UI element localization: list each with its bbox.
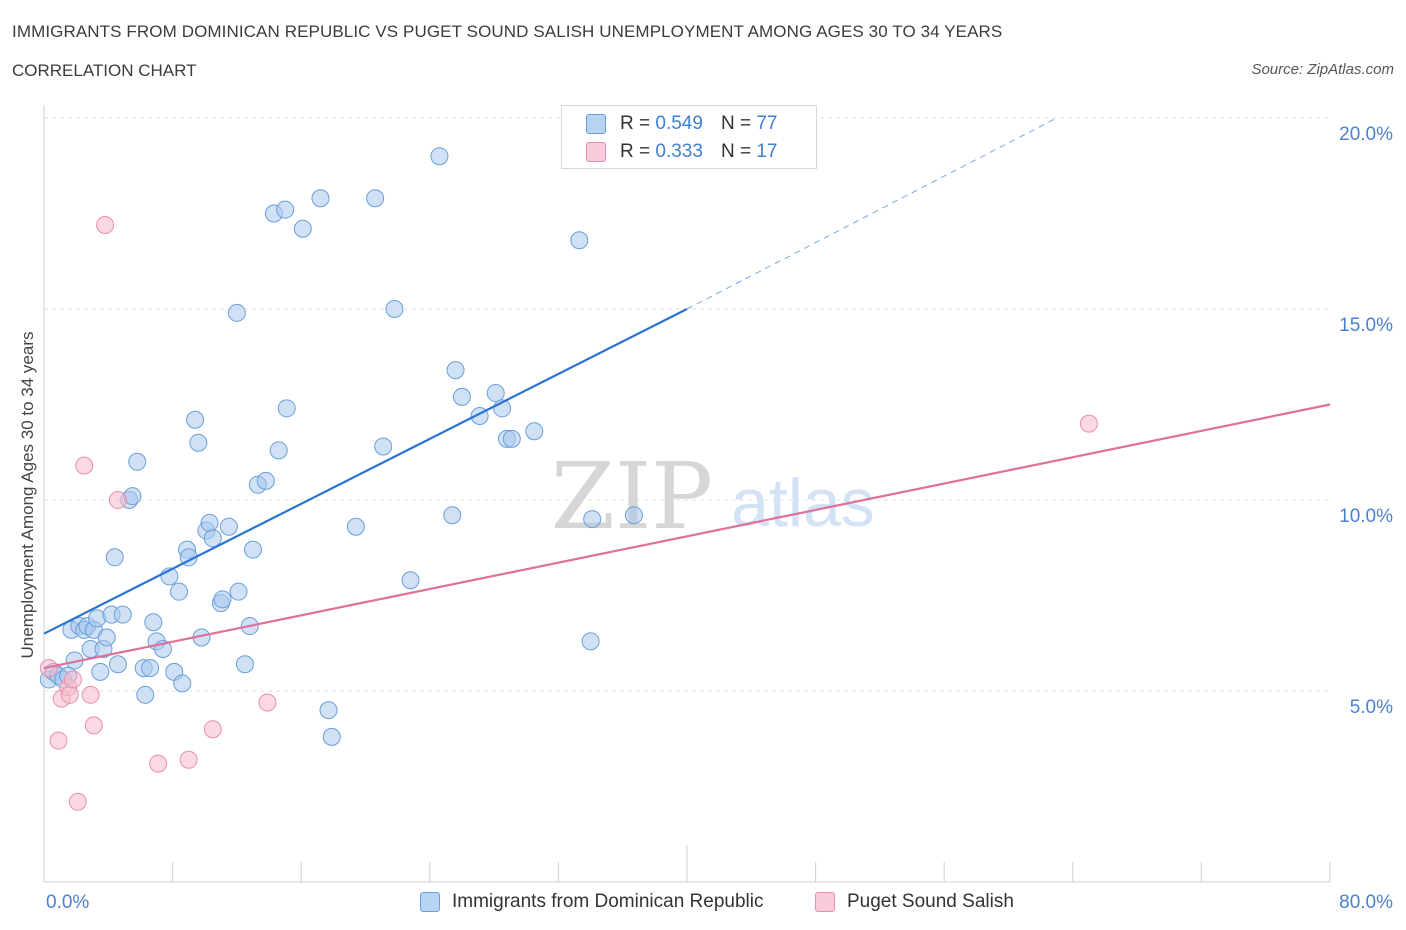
data-point-dominican	[200, 513, 219, 532]
watermark-zip: ZIP	[551, 443, 713, 550]
data-point-dominican	[443, 506, 462, 525]
series-blue-points	[39, 147, 643, 746]
trend-line-salish	[43, 403, 1331, 670]
data-point-salish	[149, 754, 168, 773]
trend-lines	[43, 117, 1331, 670]
legend-r-value-blue: 0.549	[655, 113, 703, 134]
legend-r-label: R =	[620, 113, 651, 134]
data-point-salish	[258, 693, 277, 712]
data-point-dominican	[128, 452, 147, 471]
data-point-dominican	[486, 384, 505, 403]
source-credit: Source: ZipAtlas.com	[1251, 61, 1394, 78]
legend-swatch-pink	[815, 892, 835, 912]
data-point-dominican	[581, 632, 600, 651]
data-point-dominican	[229, 582, 248, 601]
legend-label-salish: Puget Sound Salish	[847, 891, 1014, 912]
data-point-salish	[81, 685, 100, 704]
data-point-dominican	[277, 399, 296, 418]
data-point-dominican	[311, 189, 330, 208]
y-tick-label: 5.0%	[1350, 697, 1393, 718]
data-point-salish	[108, 491, 127, 509]
data-point-dominican	[243, 540, 262, 559]
legend-n-label: N =	[720, 113, 752, 134]
legend-row-blue: R = 0.549 N = 77	[586, 112, 777, 136]
data-point-salish	[49, 731, 68, 750]
data-point-dominican	[108, 655, 127, 674]
tick-labels: 5.0% 10.0% 15.0% 20.0% 0.0% 80.0%	[46, 124, 1393, 913]
data-point-dominican	[346, 517, 365, 536]
y-tick-label: 10.0%	[1339, 506, 1393, 527]
data-point-dominican	[624, 506, 643, 525]
data-point-dominican	[113, 605, 132, 624]
data-point-salish	[96, 215, 115, 234]
data-point-dominican	[430, 147, 449, 166]
data-point-dominican	[170, 582, 189, 601]
x-tick-label: 0.0%	[46, 892, 89, 913]
data-point-dominican	[91, 662, 110, 681]
chart-title: IMMIGRANTS FROM DOMINICAN REPUBLIC VS PU…	[12, 22, 1003, 41]
stats-legend: R = 0.549 N = 77 R = 0.333 N = 17	[561, 105, 817, 169]
data-point-dominican	[97, 628, 116, 647]
data-point-dominican	[446, 361, 465, 380]
trend-line-dominican	[43, 308, 688, 635]
trend-line-dominican-extension	[686, 117, 1057, 310]
y-tick-label: 20.0%	[1339, 124, 1393, 145]
data-point-dominican	[105, 548, 124, 567]
data-point-dominican	[502, 429, 521, 448]
data-point-dominican	[276, 200, 295, 219]
data-point-dominican	[374, 437, 393, 456]
legend-n-label: N =	[720, 141, 752, 162]
legend-r-value-pink: 0.333	[655, 141, 703, 162]
watermark: ZIP atlas	[551, 443, 875, 550]
y-tick-label: 15.0%	[1339, 315, 1393, 336]
data-point-dominican	[219, 517, 238, 536]
data-point-dominican	[235, 655, 254, 674]
data-point-dominican	[186, 410, 205, 429]
data-point-dominican	[385, 300, 404, 318]
data-point-salish	[203, 720, 222, 739]
data-point-dominican	[293, 219, 312, 238]
legend-swatch-pink	[586, 142, 606, 162]
data-point-dominican	[583, 510, 602, 529]
data-point-dominican	[452, 387, 471, 406]
axes	[43, 105, 1331, 883]
data-point-dominican	[227, 303, 246, 322]
grid-lines	[44, 117, 1330, 692]
data-point-salish	[68, 792, 87, 811]
data-point-dominican	[570, 231, 589, 250]
data-point-salish	[84, 716, 103, 735]
chart-subtitle: CORRELATION CHART	[12, 61, 197, 80]
data-point-dominican	[203, 529, 222, 548]
data-point-dominican	[525, 422, 544, 441]
data-point-dominican	[401, 571, 420, 590]
legend-r-label: R =	[620, 141, 651, 162]
data-point-dominican	[189, 433, 208, 452]
legend-n-value-blue: 77	[756, 113, 778, 134]
legend-n-value-pink: 17	[756, 141, 778, 162]
legend-item-salish[interactable]: Puget Sound Salish	[815, 889, 1014, 915]
data-point-dominican	[173, 674, 192, 693]
legend-swatch-blue	[586, 114, 606, 134]
legend-item-dominican[interactable]: Immigrants from Dominican Republic	[420, 889, 764, 915]
legend-row-pink: R = 0.333 N = 17	[586, 140, 777, 164]
data-point-dominican	[322, 727, 341, 746]
data-point-dominican	[319, 701, 338, 720]
legend-label-dominican: Immigrants from Dominican Republic	[452, 891, 764, 912]
data-point-dominican	[269, 441, 288, 460]
data-point-salish	[179, 750, 198, 769]
data-point-dominican	[136, 685, 155, 704]
data-point-dominican	[141, 659, 160, 678]
legend-swatch-blue	[420, 892, 440, 912]
y-axis-label: Unemployment Among Ages 30 to 34 years	[18, 331, 37, 659]
data-point-salish	[1079, 414, 1098, 433]
data-point-salish	[63, 670, 82, 689]
data-point-dominican	[144, 613, 163, 632]
data-point-dominican	[256, 471, 275, 490]
data-point-salish	[75, 456, 94, 475]
data-point-dominican	[213, 590, 232, 609]
data-point-salish	[60, 685, 79, 704]
x-tick-label: 80.0%	[1339, 892, 1393, 913]
data-point-dominican	[366, 189, 385, 208]
